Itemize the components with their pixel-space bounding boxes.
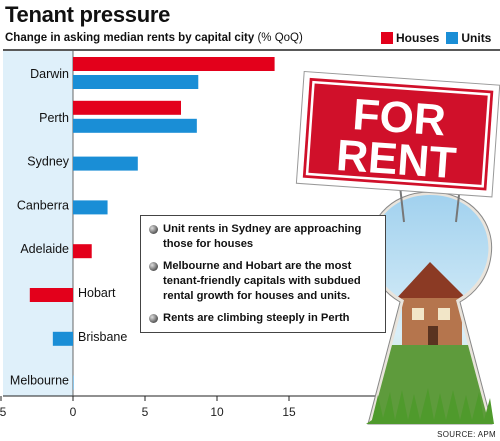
category-label-perth: Perth	[39, 111, 69, 125]
legend-swatch-units	[446, 32, 459, 44]
chart-title: Tenant pressure	[5, 2, 171, 27]
legend-item-units: Units	[446, 31, 491, 45]
unit-label: (% QoQ)	[257, 32, 303, 44]
bar-houses-perth	[73, 100, 181, 115]
sign-text-line1: FOR	[351, 90, 447, 145]
note-item: Melbourne and Hobart are the most tenant…	[149, 259, 377, 304]
bar-houses-adelaide	[73, 244, 92, 259]
bar-units-perth	[73, 118, 197, 133]
chart-subtitle: Change in asking median rents by capital…	[5, 32, 303, 44]
x-tick-label: 0	[70, 405, 77, 419]
x-tick-label: -5	[0, 405, 7, 419]
bar-units-sydney	[73, 156, 138, 171]
bullet-icon	[149, 225, 158, 234]
legend-label-houses: Houses	[396, 31, 440, 45]
category-label-canberra: Canberra	[17, 198, 69, 212]
bullet-icon	[149, 262, 158, 271]
legend-label-units: Units	[461, 31, 492, 45]
bullet-icon	[149, 314, 158, 323]
legend-swatch-houses	[381, 32, 393, 44]
note-item: Rents are climbing steeply in Perth	[149, 311, 377, 326]
x-tick-label: 15	[282, 405, 296, 419]
notes-box: Unit rents in Sydney are approaching tho…	[140, 215, 386, 333]
category-label-brisbane: Brisbane	[78, 330, 127, 344]
note-item: Unit rents in Sydney are approaching tho…	[149, 222, 377, 252]
note-text: Unit rents in Sydney are approaching tho…	[163, 223, 362, 250]
for-rent-sign: FOR RENT	[295, 70, 500, 198]
legend: Houses Units	[381, 31, 498, 45]
bar-houses-hobart	[29, 288, 73, 302]
category-label-adelaide: Adelaide	[20, 242, 69, 256]
category-label-melbourne: Melbourne	[10, 374, 69, 388]
bar-units-darwin	[73, 75, 199, 89]
bar-units-brisbane	[52, 331, 73, 346]
note-text: Rents are climbing steeply in Perth	[163, 312, 350, 324]
category-label-hobart: Hobart	[78, 286, 116, 300]
x-tick-label: 10	[210, 405, 224, 419]
subtitle-text: Change in asking median rents by capital…	[5, 32, 255, 44]
bar-units-melbourne	[73, 375, 74, 390]
bar-units-canberra	[73, 200, 108, 215]
source-note: SOURCE: APM	[437, 430, 496, 439]
legend-item-houses: Houses	[381, 31, 439, 45]
note-text: Melbourne and Hobart are the most tenant…	[163, 260, 361, 302]
bar-houses-darwin	[73, 57, 275, 71]
category-label-darwin: Darwin	[30, 67, 69, 81]
sign-text-line2: RENT	[335, 131, 458, 188]
x-tick-label: 5	[142, 405, 149, 419]
category-label-sydney: Sydney	[27, 155, 69, 169]
